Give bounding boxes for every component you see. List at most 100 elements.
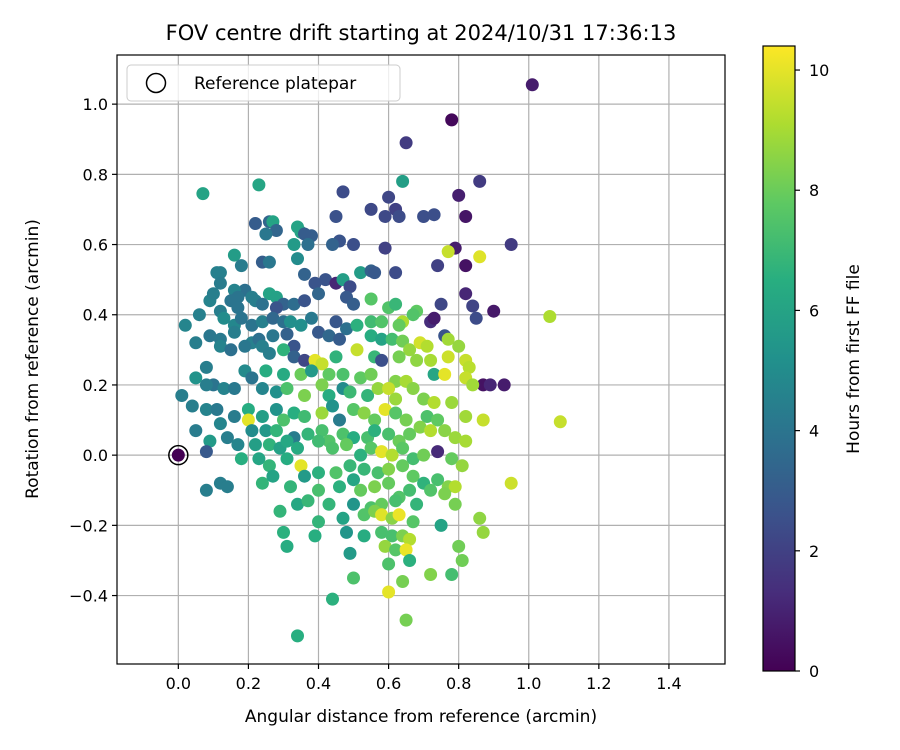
scatter-point xyxy=(483,378,497,392)
scatter-point xyxy=(382,476,396,490)
scatter-point xyxy=(364,367,378,381)
scatter-point xyxy=(319,273,332,287)
scatter-point xyxy=(434,518,448,532)
scatter-point xyxy=(326,592,339,606)
scatter-point xyxy=(298,267,311,281)
scatter-point xyxy=(203,329,217,343)
y-tick-label: −0.4 xyxy=(69,587,108,606)
scatter-point xyxy=(350,343,364,357)
scatter-point xyxy=(364,315,378,329)
scatter-point xyxy=(371,466,385,480)
scatter-point xyxy=(497,378,511,392)
scatter-point xyxy=(199,378,213,392)
scatter-point xyxy=(364,292,378,306)
y-axis-ticks: −0.4 −0.2 0.0 0.2 0.4 0.6 0.8 1.0 xyxy=(69,95,117,606)
scatter-point xyxy=(427,396,441,409)
scatter-point xyxy=(287,406,301,420)
scatter-point xyxy=(406,469,420,483)
scatter-point xyxy=(424,353,438,367)
scatter-point xyxy=(294,367,308,381)
scatter-point xyxy=(189,336,203,350)
scatter-point xyxy=(224,343,238,357)
scatter-point xyxy=(301,238,315,251)
x-tick-label: 1.2 xyxy=(586,674,611,693)
scatter-point xyxy=(269,403,283,416)
scatter-point xyxy=(452,339,466,353)
reference-point xyxy=(171,448,185,462)
scatter-point xyxy=(259,227,273,241)
scatter-point xyxy=(178,318,192,332)
scatter-point xyxy=(466,378,480,392)
scatter-point xyxy=(347,473,360,487)
y-tick-label: 0.6 xyxy=(83,236,108,255)
scatter-point xyxy=(326,238,339,251)
scatter-point xyxy=(287,238,301,251)
scatter-point xyxy=(476,525,490,539)
scatter-point xyxy=(192,308,206,322)
scatter-point xyxy=(312,325,325,339)
scatter-point xyxy=(199,360,213,374)
scatter-point xyxy=(420,410,434,423)
scatter-point xyxy=(308,276,322,290)
scatter-point xyxy=(298,227,311,241)
colorbar-gradient xyxy=(762,45,796,672)
scatter-point xyxy=(213,339,227,353)
scatter-point xyxy=(385,529,399,543)
scatter-point xyxy=(438,367,452,381)
scatter-point xyxy=(343,546,357,560)
scatter-point xyxy=(301,427,315,441)
scatter-point xyxy=(280,327,294,341)
scatter-point xyxy=(354,266,368,280)
scatter-point xyxy=(308,529,322,543)
scatter-point xyxy=(322,329,336,343)
scatter-point xyxy=(175,389,189,402)
scatter-point xyxy=(459,434,473,448)
colorbar-ticks: 0 2 4 6 8 10 xyxy=(795,61,829,681)
scatter-point xyxy=(357,406,371,420)
scatter-point xyxy=(406,452,420,466)
scatter-point xyxy=(312,287,325,301)
scatter-point xyxy=(448,431,462,445)
scatter-point xyxy=(238,339,252,353)
x-axis-ticks: 0.0 0.2 0.4 0.6 0.8 1.0 1.2 1.4 xyxy=(166,664,682,693)
scatter-point xyxy=(234,259,248,273)
scatter-point xyxy=(382,382,396,395)
scatter-point xyxy=(473,174,487,188)
colorbar-tick-label: 2 xyxy=(809,542,819,561)
scatter-point xyxy=(255,476,269,490)
scatter-point xyxy=(403,427,417,441)
colorbar-tick-label: 10 xyxy=(809,61,829,80)
scatter-point xyxy=(459,259,473,273)
scatter-point xyxy=(553,415,567,429)
scatter-point xyxy=(343,280,357,294)
scatter-point xyxy=(227,410,241,423)
scatter-point xyxy=(315,406,329,420)
scatter-point xyxy=(262,346,276,360)
scatter-point xyxy=(427,311,441,325)
scatter-point xyxy=(410,497,424,511)
y-tick-label: −0.2 xyxy=(69,516,108,535)
scatter-point xyxy=(375,332,389,346)
scatter-point xyxy=(364,441,378,455)
scatter-point xyxy=(399,413,413,427)
scatter-point xyxy=(438,487,452,501)
scatter-point xyxy=(396,575,410,588)
x-tick-label: 0.2 xyxy=(236,674,261,693)
scatter-point xyxy=(455,459,469,473)
y-tick-label: 0.4 xyxy=(83,306,108,325)
scatter-point xyxy=(322,367,336,381)
scatter-point xyxy=(375,445,389,459)
scatter-point xyxy=(322,389,336,402)
colorbar-tick-label: 6 xyxy=(809,301,819,320)
scatter-point xyxy=(266,311,280,325)
scatter-point xyxy=(431,413,445,427)
scatter-point xyxy=(399,136,413,150)
scatter-point xyxy=(269,301,283,315)
scatter-point xyxy=(389,494,403,508)
y-axis-label: Rotation from reference (arcmin) xyxy=(23,219,43,499)
scatter-point xyxy=(406,382,420,395)
scatter-point xyxy=(431,259,445,273)
y-tick-label: 0.2 xyxy=(83,376,108,395)
scatter-point xyxy=(255,315,269,329)
